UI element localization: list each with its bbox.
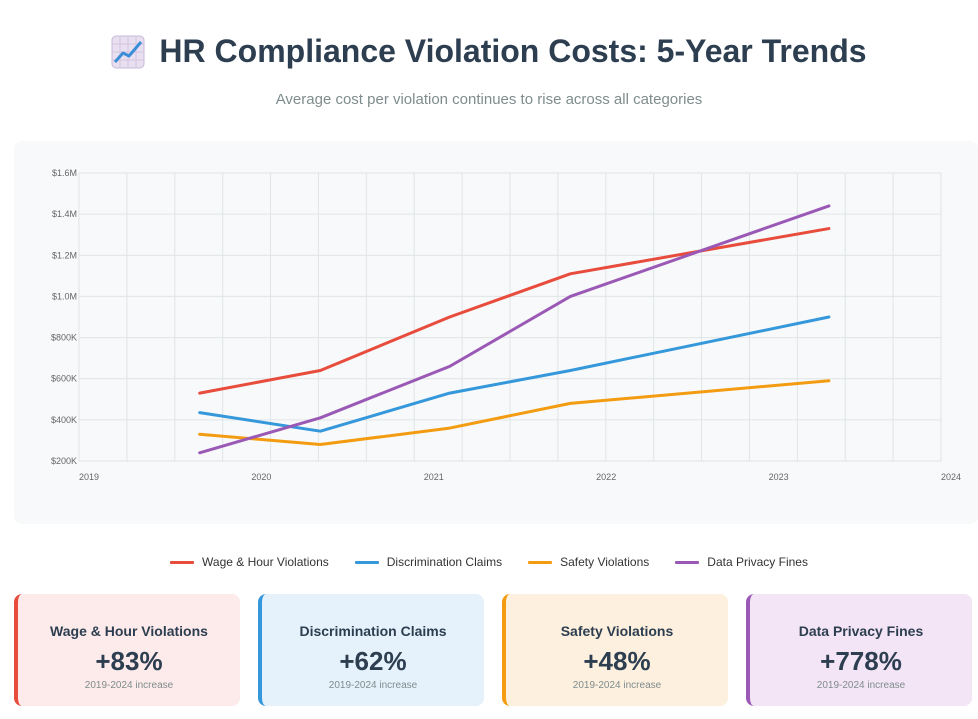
series-line-4 xyxy=(198,204,831,455)
line-chart: $200K $400K $600K $800K $1.0M $1.2M $1.4M $1.6M… xyxy=(51,168,961,482)
legend-swatch xyxy=(354,560,379,564)
x-tick-label: 2021 xyxy=(424,472,444,482)
series-line-1 xyxy=(198,227,831,395)
x-tick-label: 2024 xyxy=(941,472,961,482)
stat-card-value: +62% xyxy=(339,646,407,676)
stat-card: Data Privacy Fines +778% 2019-2024 increas… xyxy=(746,594,972,706)
legend-swatch xyxy=(675,560,700,564)
legend-swatch xyxy=(170,560,195,564)
stat-card-title: Safety Violations xyxy=(560,623,674,639)
page-subtitle: Average cost per violation continues to … xyxy=(275,91,703,108)
y-tick-label: $200K xyxy=(51,456,77,466)
legend-label: Data Privacy Fines xyxy=(707,555,808,569)
legend-item[interactable]: Discrimination Claims xyxy=(354,555,503,569)
stat-card: Wage & Hour Violations +83% 2019-2024 incr… xyxy=(14,594,240,706)
series-line-3 xyxy=(198,379,831,447)
y-tick-label: $800K xyxy=(51,333,77,343)
page-title: HR Compliance Violation Costs: 5-Year Tr… xyxy=(0,33,978,70)
stat-card: Discrimination Claims +62% 2019-2024 incre… xyxy=(258,594,484,706)
legend-item[interactable]: Safety Violations xyxy=(528,555,649,569)
stat-card-value: +83% xyxy=(95,646,163,676)
x-tick-label: 2023 xyxy=(769,472,789,482)
x-tick-label: 2020 xyxy=(251,472,271,482)
stat-card-value: +778% xyxy=(820,646,902,676)
legend-item[interactable]: Wage & Hour Violations xyxy=(170,555,329,569)
chart-increasing-icon xyxy=(111,35,145,68)
stat-card-note: 2019-2024 increase xyxy=(572,680,662,691)
legend-label: Discrimination Claims xyxy=(386,555,503,569)
legend-label: Wage & Hour Violations xyxy=(202,555,329,569)
title-text: HR Compliance Violation Costs: 5-Year Tr… xyxy=(159,33,867,69)
legend-label: Safety Violations xyxy=(560,555,650,569)
y-tick-label: $1.0M xyxy=(52,291,77,301)
y-tick-label: $1.6M xyxy=(52,168,77,178)
stat-card-title: Data Privacy Fines xyxy=(798,623,924,639)
series-line-2 xyxy=(198,315,831,433)
legend-swatch xyxy=(528,560,553,564)
stat-card-title: Discrimination Claims xyxy=(299,623,447,639)
y-tick-label: $1.4M xyxy=(52,209,77,219)
chart-legend: Wage & Hour Violations Discrimination Cla… xyxy=(0,555,978,569)
y-tick-label: $400K xyxy=(51,415,77,425)
y-tick-label: $1.2M xyxy=(52,250,77,260)
x-tick-label: 2022 xyxy=(596,472,616,482)
stat-cards: Wage & Hour Violations +83% 2019-2024 incr… xyxy=(14,594,978,708)
legend-item[interactable]: Data Privacy Fines xyxy=(675,555,808,569)
stat-card-note: 2019-2024 increase xyxy=(328,680,418,691)
stat-card: Safety Violations +48% 2019-2024 increase xyxy=(502,594,728,706)
y-tick-label: $600K xyxy=(51,374,77,384)
x-tick-label: 2019 xyxy=(79,472,99,482)
chart-panel: $200K $400K $600K $800K $1.0M $1.2M $1.4M $1.6M… xyxy=(14,141,978,524)
stat-card-title: Wage & Hour Violations xyxy=(50,623,208,639)
stat-card-note: 2019-2024 increase xyxy=(84,680,174,691)
stat-card-note: 2019-2024 increase xyxy=(816,680,906,691)
stat-card-value: +48% xyxy=(583,646,651,676)
